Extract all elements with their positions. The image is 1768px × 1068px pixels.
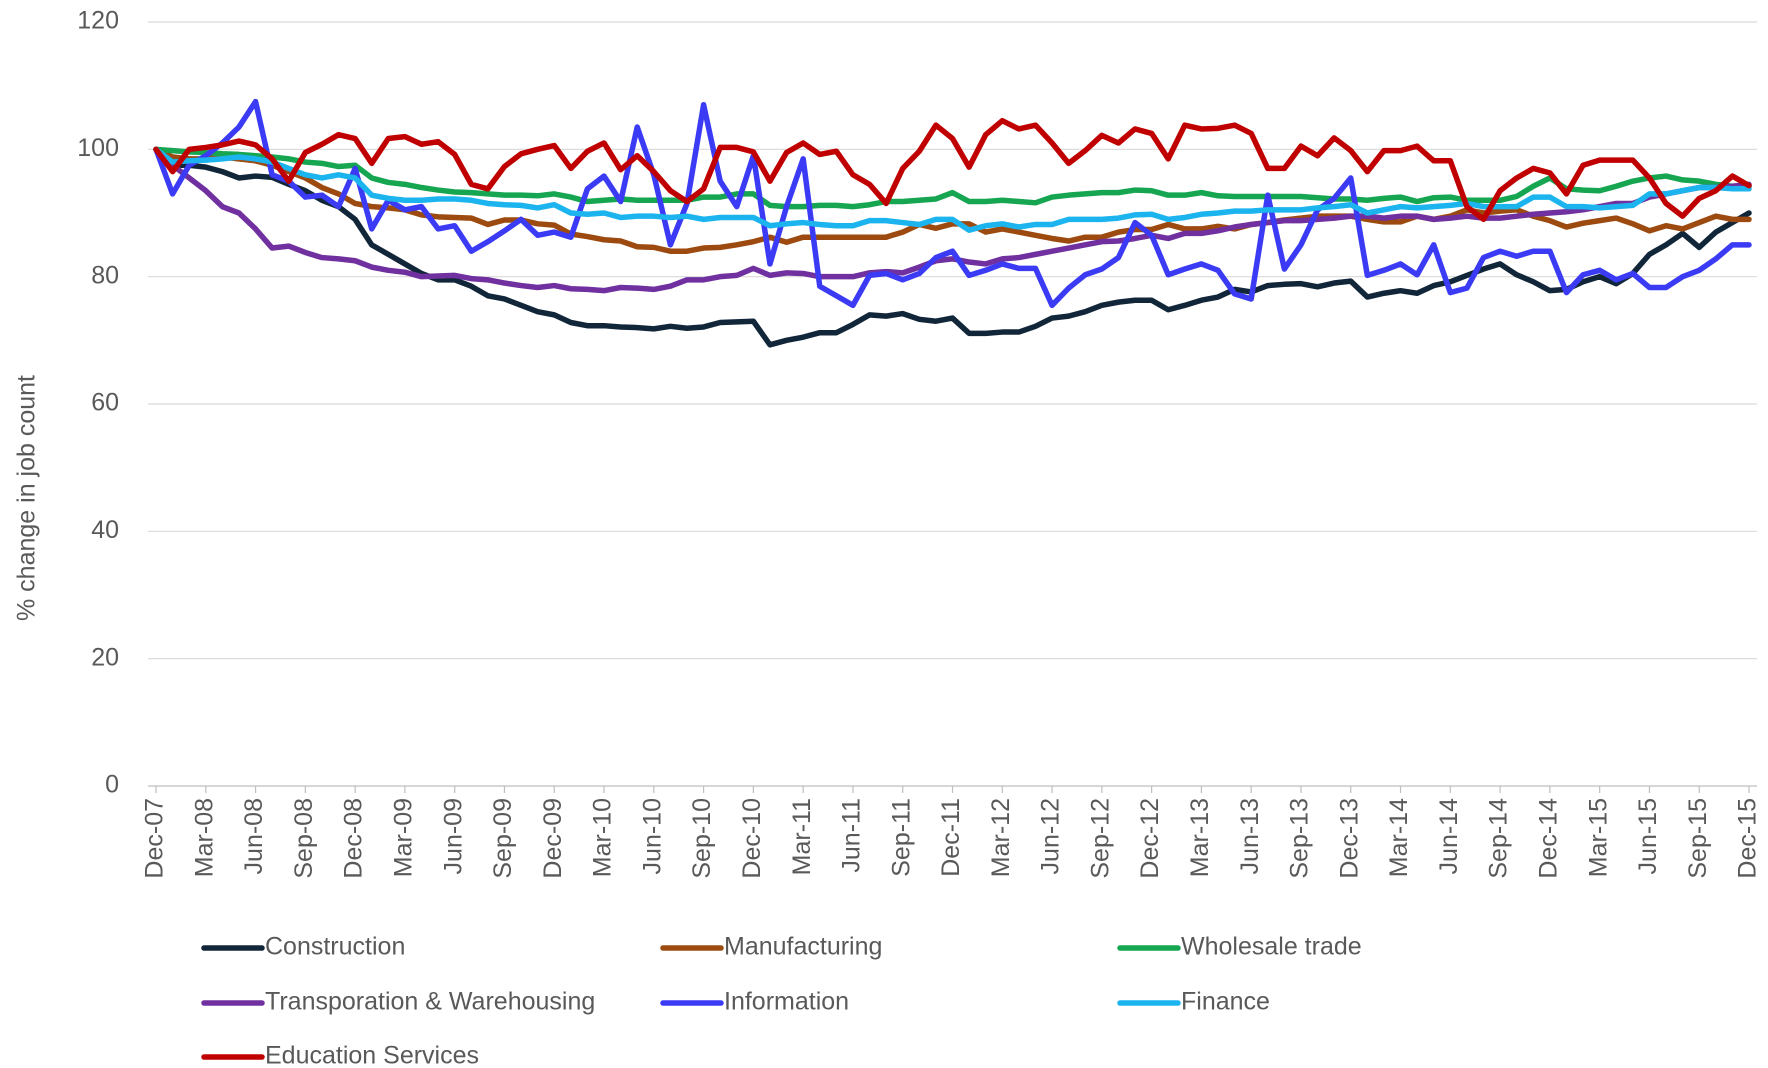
x-tick-label: Mar-10: [589, 798, 617, 877]
series-line: [153, 146, 1752, 254]
x-tick-label: Dec-09: [539, 798, 567, 879]
x-tick-label: Mar-08: [190, 798, 218, 877]
x-tick-label: Jun-10: [638, 798, 666, 874]
x-tick-label: Dec-14: [1534, 798, 1562, 879]
y-tick-label: 0: [105, 771, 119, 799]
x-tick-label: Dec-08: [340, 798, 368, 879]
legend-label: Construction: [265, 933, 405, 961]
x-tick-label: Mar-14: [1385, 798, 1413, 877]
x-tick-label: Sep-11: [887, 798, 915, 877]
legend-label: Education Services: [265, 1042, 479, 1068]
y-tick-label: 100: [77, 134, 119, 162]
legend-label: Transporation & Warehousing: [265, 988, 595, 1016]
series-line: [153, 146, 1752, 233]
legend-label: Manufacturing: [724, 933, 882, 961]
x-tick-label: Dec-13: [1335, 798, 1363, 879]
x-tick-label: Jun-09: [439, 798, 467, 874]
x-tick-label: Dec-12: [1136, 798, 1164, 879]
x-tick-label: Jun-14: [1435, 798, 1463, 875]
x-tick-label: Sep-08: [290, 798, 318, 879]
x-tick-label: Jun-13: [1236, 798, 1264, 874]
series-line: [153, 98, 1752, 309]
series-line: [153, 117, 1752, 223]
x-tick-label: Sep-12: [1086, 798, 1114, 879]
x-tick-label: Dec-15: [1734, 798, 1762, 879]
x-tick-label: Mar-12: [987, 798, 1015, 877]
x-tick-label: Dec-07: [141, 798, 169, 879]
x-tick-label: Mar-15: [1584, 798, 1612, 877]
x-tick-label: Mar-13: [1186, 798, 1214, 877]
x-tick-label: Jun-15: [1634, 798, 1662, 874]
x-tick-label: Sep-10: [688, 798, 716, 879]
x-tick-label: Jun-08: [240, 798, 268, 874]
y-tick-label: 20: [91, 643, 119, 671]
y-tick-label: 80: [91, 261, 119, 289]
x-tick-label: Jun-12: [1037, 798, 1065, 874]
x-tick-label: Sep-09: [489, 798, 517, 879]
y-tick-label: 60: [91, 389, 119, 417]
x-tick-label: Mar-09: [390, 798, 418, 877]
y-tick-label: 120: [77, 7, 119, 35]
x-tick-label: Dec-11: [937, 798, 965, 877]
x-tick-label: Jun-11: [838, 798, 866, 873]
series-line: [153, 146, 1752, 348]
legend-label: Finance: [1181, 988, 1270, 1016]
x-tick-label: Dec-10: [738, 798, 766, 879]
y-tick-label: 40: [91, 516, 119, 544]
x-tick-label: Sep-13: [1286, 798, 1314, 879]
y-axis-label: % change in job count: [13, 375, 41, 621]
x-tick-label: Sep-15: [1684, 798, 1712, 879]
series-line: [153, 146, 1752, 210]
legend-label: Wholesale trade: [1181, 933, 1362, 961]
x-tick-label: Sep-14: [1485, 798, 1513, 879]
x-tick-label: Mar-11: [788, 798, 816, 875]
legend-label: Information: [724, 988, 849, 1016]
